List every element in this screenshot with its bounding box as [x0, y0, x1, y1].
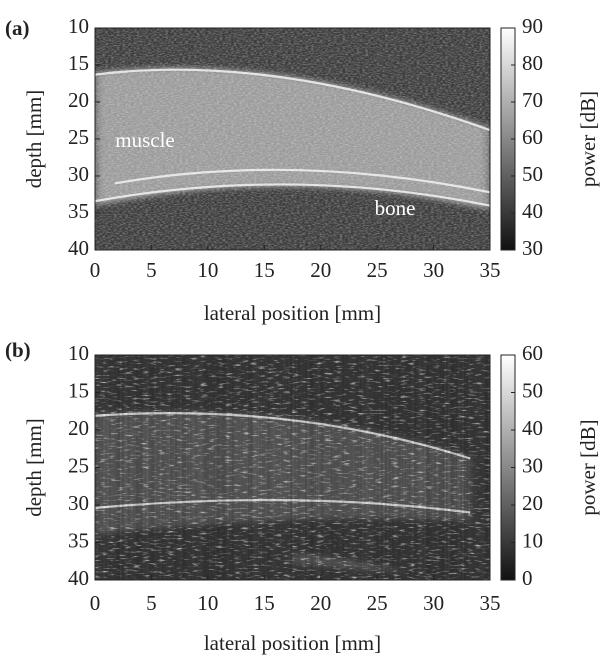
- y-tick-label: 30: [68, 491, 89, 515]
- x-tick-label: 35: [480, 258, 501, 282]
- x-tick-label: 25: [367, 258, 388, 282]
- colorbar-tick-label: 10: [522, 528, 543, 552]
- x-tick-label: 25: [367, 591, 388, 615]
- x-tick-label: 0: [90, 258, 101, 282]
- colorbar-tick-label: 40: [522, 416, 543, 440]
- y-tick-label: 30: [68, 162, 89, 186]
- colorbar-tick-label: 0: [522, 566, 533, 590]
- x-tick-label: 5: [146, 258, 157, 282]
- colorbar-tick-label: 70: [522, 88, 543, 112]
- x-tick-label: 20: [310, 591, 331, 615]
- y-tick-label: 20: [68, 88, 89, 112]
- y-axis-label: depth [mm]: [22, 418, 46, 517]
- stripes: [95, 355, 490, 580]
- x-tick-label: 30: [423, 591, 444, 615]
- colorbar-tick-label: 30: [522, 453, 543, 477]
- y-tick-label: 15: [68, 378, 89, 402]
- colorbar-label: power [dB]: [576, 419, 600, 515]
- x-tick-label: 5: [146, 591, 157, 615]
- colorbar-label: power [dB]: [576, 91, 600, 187]
- x-tick-label: 15: [254, 591, 275, 615]
- x-axis-label: lateral position [mm]: [204, 301, 381, 325]
- colorbar-tick-label: 80: [522, 51, 543, 75]
- panel-label: (a): [5, 16, 30, 40]
- y-tick-label: 10: [68, 14, 89, 38]
- panel-label: (b): [5, 338, 31, 362]
- colorbar-tick-label: 30: [522, 236, 543, 260]
- y-tick-label: 25: [68, 453, 89, 477]
- colorbar-tick-label: 40: [522, 199, 543, 223]
- y-axis-label: depth [mm]: [22, 90, 46, 189]
- ultrasound-image: [95, 355, 490, 580]
- page: {"chart_data": [ {"type": "heatmap", "pa…: [0, 0, 611, 659]
- y-tick-label: 10: [68, 341, 89, 365]
- annotation: muscle: [115, 128, 174, 152]
- annotation: bone: [375, 196, 416, 220]
- x-axis-label: lateral position [mm]: [204, 631, 381, 655]
- x-tick-label: 20: [310, 258, 331, 282]
- y-tick-label: 15: [68, 51, 89, 75]
- x-tick-label: 30: [423, 258, 444, 282]
- panel: 0 5 10 15 20 25 30 35 10 15 20 25 30 35 40 lateral posi…: [5, 14, 600, 325]
- colorbar-tick-label: 50: [522, 162, 543, 186]
- figure: 0 5 10 15 20 25 30 35 10 15 20 25 30 35 40 lateral posi…: [0, 0, 611, 659]
- x-tick-label: 15: [254, 258, 275, 282]
- colorbar-tick-label: 20: [522, 491, 543, 515]
- y-tick-label: 20: [68, 416, 89, 440]
- colorbar-tick-label: 60: [522, 125, 543, 149]
- y-tick-label: 35: [68, 199, 89, 223]
- x-tick-label: 35: [480, 591, 501, 615]
- y-tick-label: 40: [68, 236, 89, 260]
- y-tick-label: 35: [68, 528, 89, 552]
- y-tick-label: 25: [68, 125, 89, 149]
- x-tick-label: 0: [90, 591, 101, 615]
- x-tick-label: 10: [197, 591, 218, 615]
- colorbar-tick-label: 90: [522, 14, 543, 38]
- colorbar-tick-label: 50: [522, 378, 543, 402]
- colorbar-tick-label: 60: [522, 341, 543, 365]
- panel: 0 5 10 15 20 25 30 35 10 15 20 25 30 35 40 lateral posi…: [5, 338, 600, 655]
- y-tick-label: 40: [68, 566, 89, 590]
- x-tick-label: 10: [197, 258, 218, 282]
